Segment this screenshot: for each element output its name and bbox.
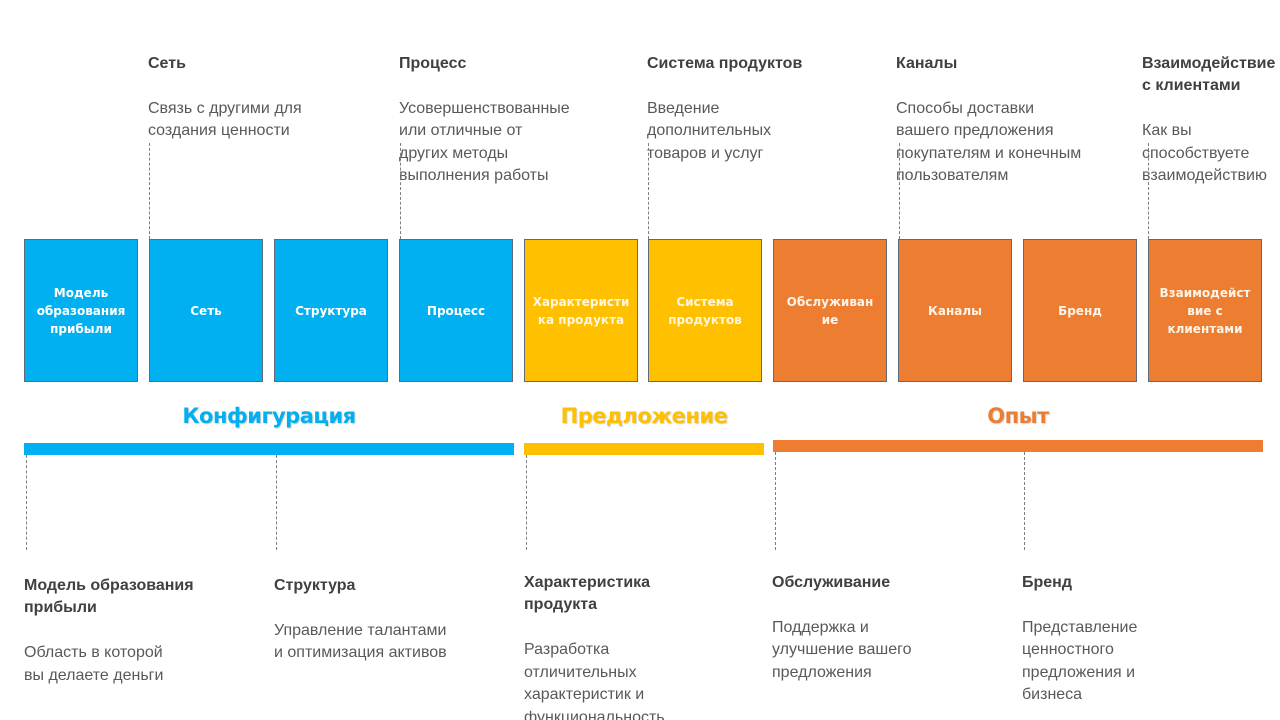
- note-description: Представление ценностного предложения и …: [1022, 618, 1138, 704]
- box-service: Обслуживан ие: [773, 239, 887, 382]
- bottom-note-service: Обслуживание Поддержка и улучшение вашег…: [772, 549, 912, 707]
- box-network: Сеть: [149, 239, 263, 382]
- connector-line: [1148, 143, 1149, 239]
- box-profit-model: Модель образования прибыли: [24, 239, 138, 382]
- note-description: Разработка отличительных характеристик и…: [524, 641, 665, 720]
- bottom-note-profit-model: Модель образования прибыли Область в кот…: [24, 552, 194, 710]
- box-structure: Структура: [274, 239, 388, 382]
- note-description: Усовершенствованные или отличные от друг…: [399, 99, 570, 185]
- box-channels: Каналы: [898, 239, 1012, 382]
- box-product-performance: Характеристи ка продукта: [524, 239, 638, 382]
- top-note-channels: Каналы Способы доставки вашего предложен…: [896, 30, 1081, 210]
- note-title: Сеть: [148, 54, 186, 72]
- connector-line: [899, 143, 900, 239]
- connector-line: [149, 143, 150, 239]
- note-description: Способы доставки вашего предложения поку…: [896, 99, 1082, 185]
- connector-line: [775, 452, 776, 550]
- note-title: Система продуктов: [647, 54, 803, 72]
- connector-line: [648, 143, 649, 239]
- box-brand: Бренд: [1023, 239, 1137, 382]
- connector-line: [26, 455, 27, 550]
- group-label-configuration: Конфигурация: [182, 404, 356, 428]
- connector-line: [526, 455, 527, 550]
- note-title: Модель образования прибыли: [24, 576, 194, 617]
- note-title: Бренд: [1022, 573, 1072, 591]
- note-title: Характеристика продукта: [524, 573, 651, 614]
- top-note-product-system: Система продуктов Введение дополнительны…: [647, 30, 802, 188]
- box-process: Процесс: [399, 239, 513, 382]
- box-customer-engagement: Взаимодейст вие с клиентами: [1148, 239, 1262, 382]
- box-product-system: Система продуктов: [648, 239, 762, 382]
- bottom-note-brand: Бренд Представление ценностного предложе…: [1022, 549, 1137, 720]
- note-description: Поддержка и улучшение вашего предложения: [772, 618, 912, 681]
- note-title: Структура: [274, 576, 356, 594]
- bottom-note-product-performance: Характеристика продукта Разработка отлич…: [524, 549, 665, 720]
- group-label-offering: Предложение: [560, 404, 728, 428]
- connector-line: [1024, 452, 1025, 550]
- top-note-customer-engagement: Взаимодействие с клиентами Как вы способ…: [1142, 30, 1275, 210]
- top-note-network: Сеть Связь с другими для создания ценнос…: [148, 30, 302, 165]
- note-title: Каналы: [896, 54, 958, 72]
- bottom-note-structure: Структура Управление талантами и оптимиз…: [274, 552, 447, 687]
- note-description: Управление талантами и оптимизация актив…: [274, 621, 447, 662]
- note-description: Область в которой вы делаете деньги: [24, 644, 164, 684]
- group-label-experience: Опыт: [987, 404, 1049, 428]
- note-title: Процесс: [399, 54, 467, 72]
- note-title: Взаимодействие с клиентами: [1142, 54, 1276, 95]
- note-description: Связь с другими для создания ценности: [148, 99, 302, 140]
- top-note-process: Процесс Усовершенствованные или отличные…: [399, 30, 570, 210]
- connector-line: [400, 143, 401, 239]
- note-description: Введение дополнительных товаров и услуг: [647, 99, 772, 162]
- note-title: Обслуживание: [772, 573, 891, 591]
- group-bar-offering: [524, 443, 764, 455]
- group-bar-experience: [773, 440, 1263, 452]
- group-bar-configuration: [24, 443, 514, 455]
- note-description: Как вы способствуете взаимодействию: [1142, 122, 1267, 184]
- connector-line: [276, 455, 277, 550]
